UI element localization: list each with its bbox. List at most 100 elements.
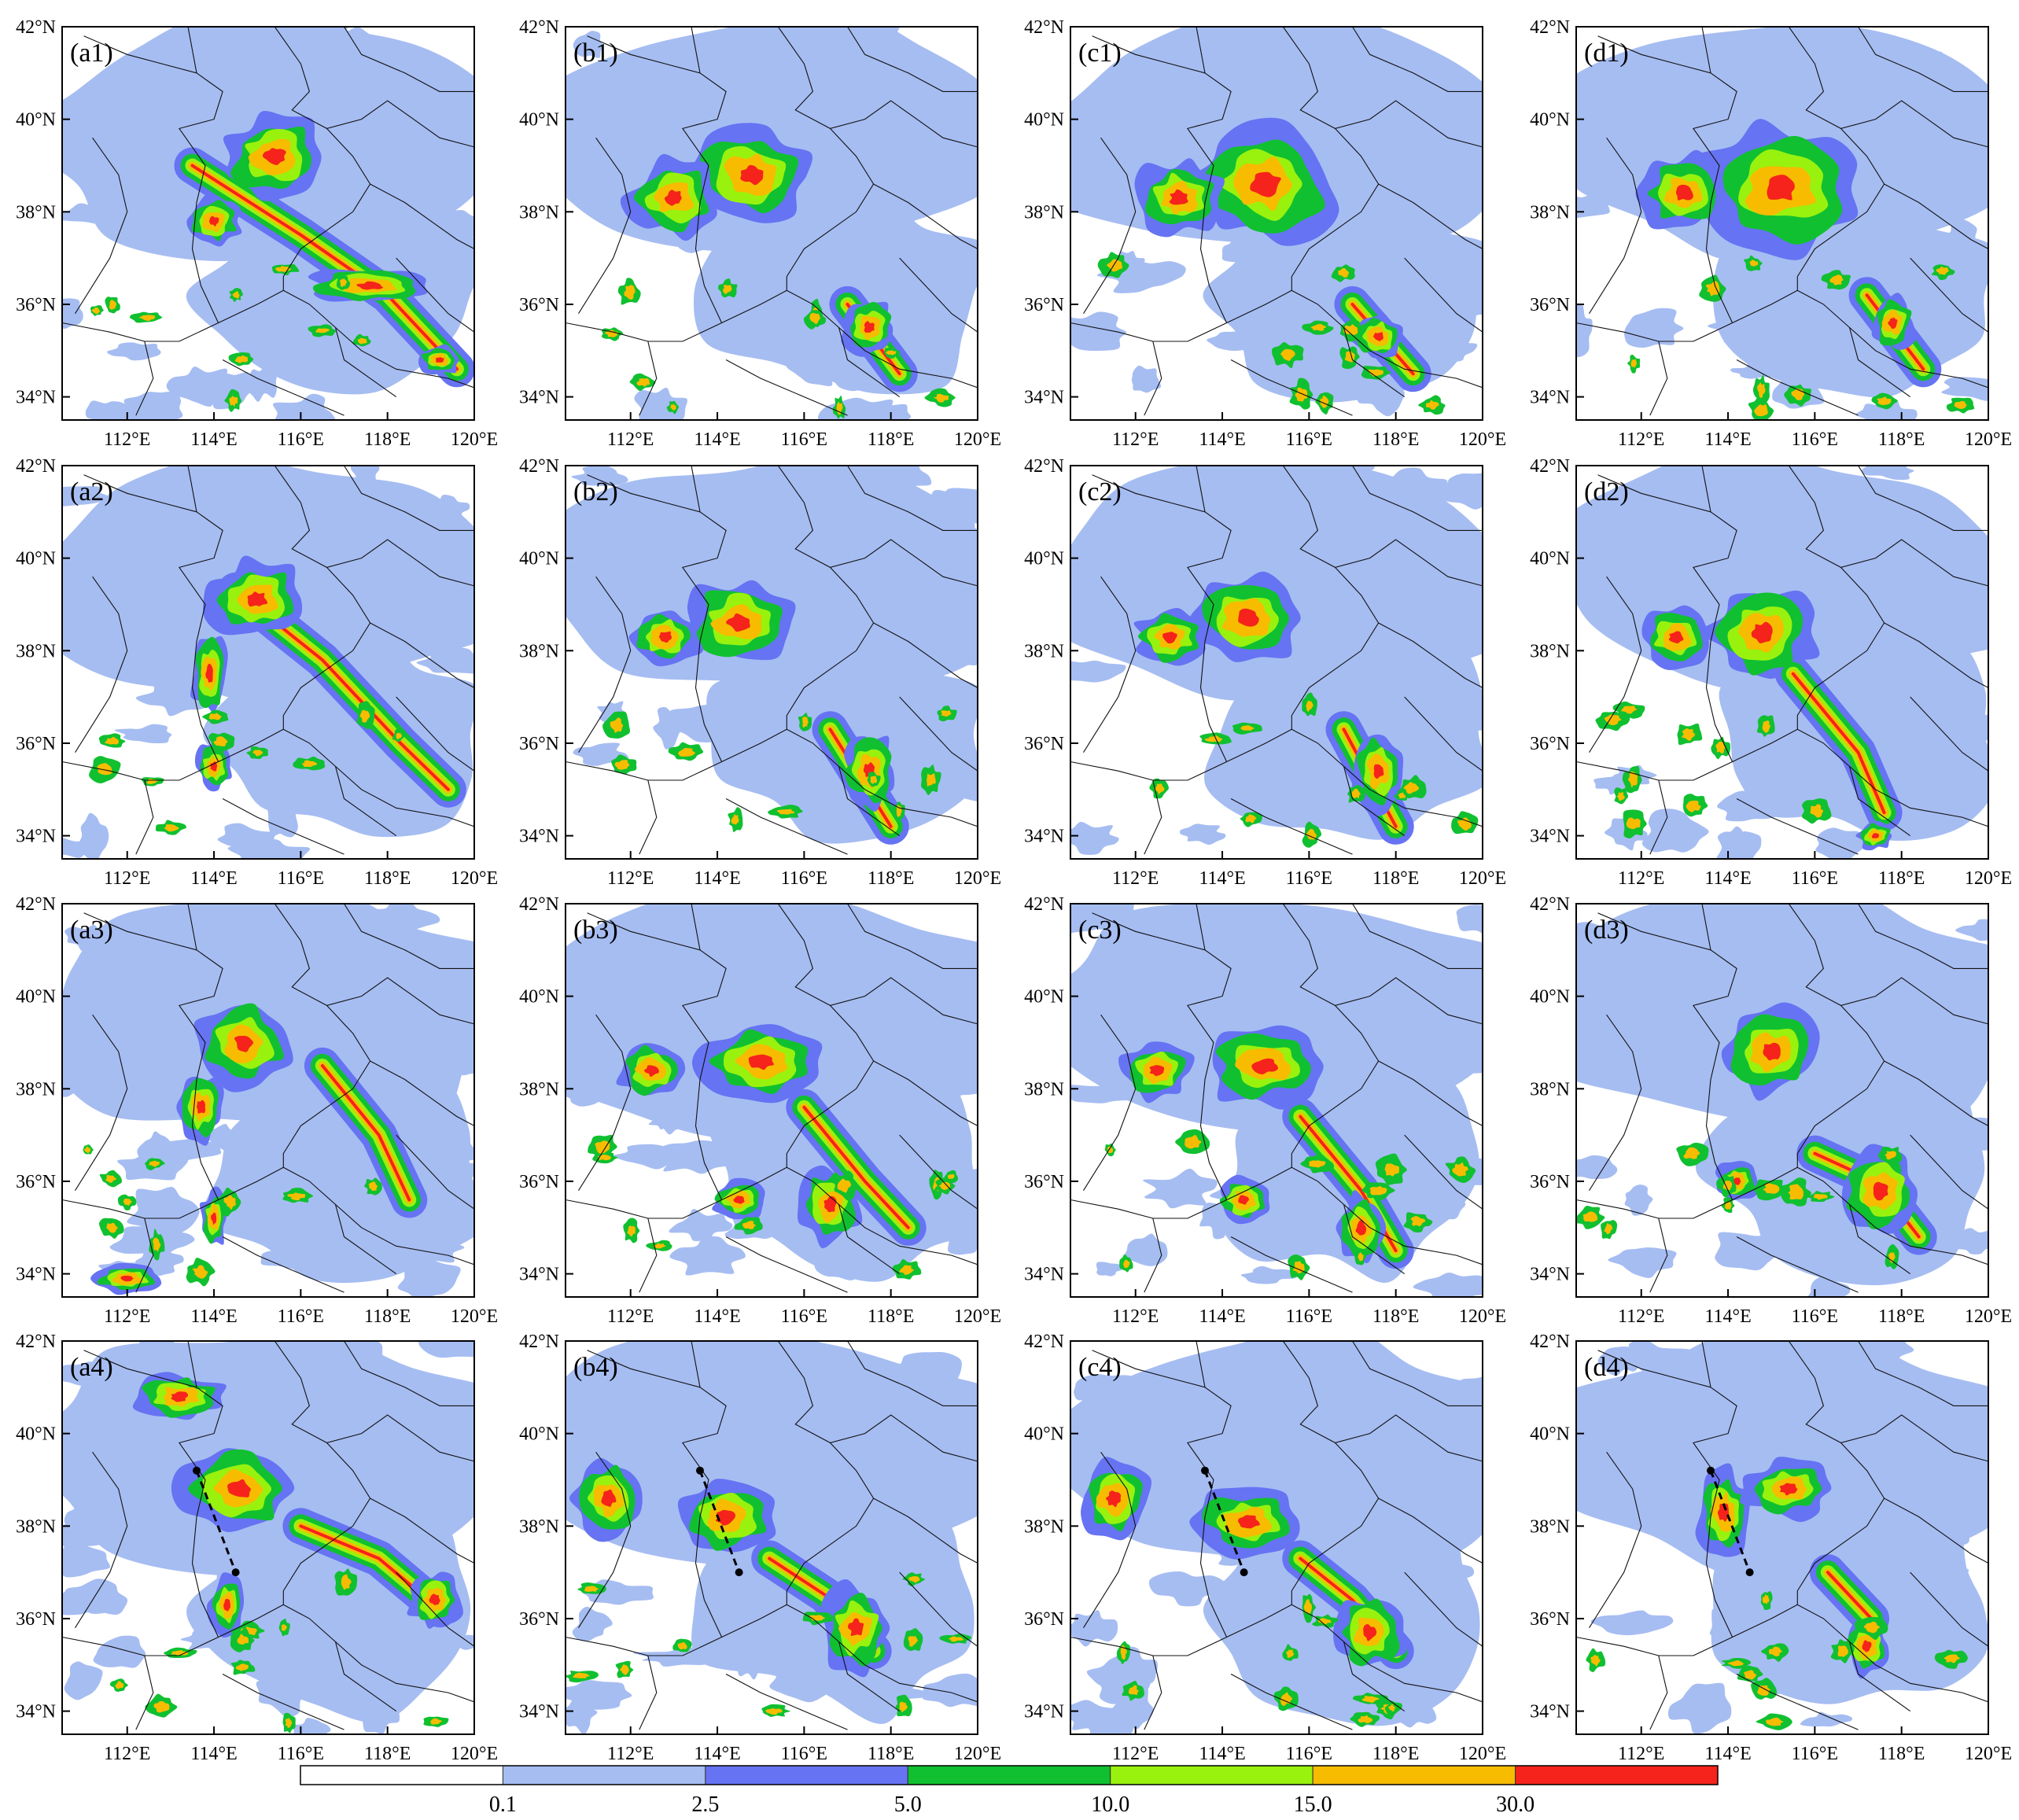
convective-cell-core	[340, 278, 347, 287]
lat-tick-label: 40°N	[1530, 110, 1570, 131]
convective-cell-core	[315, 328, 330, 333]
boundary-line	[222, 1236, 344, 1293]
convective-cell-core	[1338, 267, 1350, 278]
boundary-line	[578, 576, 632, 753]
boundary-line	[1144, 779, 1162, 855]
panel-frame	[565, 903, 978, 1298]
convective-cell-core	[573, 1672, 590, 1678]
lat-tick-label: 40°N	[1024, 1424, 1064, 1445]
boundary-line	[777, 904, 978, 1025]
boundary-line	[334, 1204, 397, 1275]
lon-tick-label: 120°E	[1965, 1306, 2012, 1327]
convective-cell-core	[1715, 741, 1726, 754]
boundary-line	[1692, 1341, 1737, 1638]
boundary-line	[1848, 327, 1911, 398]
precip-patch	[864, 44, 921, 64]
lat-tick-label: 34°N	[1530, 1702, 1570, 1722]
convective-cell-core	[430, 1718, 442, 1725]
precip-patch	[1576, 922, 1616, 956]
boundary-line	[639, 1655, 658, 1730]
precip-patch	[245, 363, 277, 402]
lon-tick-label: 116°E	[781, 1744, 827, 1764]
precip-core	[1238, 1515, 1260, 1529]
lon-tick-label: 112°E	[607, 1306, 654, 1327]
boundary-line	[135, 1218, 154, 1293]
precip-patch	[237, 467, 321, 496]
precip-core	[227, 1479, 251, 1498]
precip-patch	[1259, 551, 1295, 575]
precip-patch	[566, 511, 642, 543]
precip-patch	[85, 400, 132, 420]
boundary-line	[777, 27, 978, 148]
precip-patch	[1776, 1613, 1838, 1655]
panel-label: (d3)	[1584, 916, 1629, 945]
precip-patch	[1616, 113, 1703, 151]
convective-cell-core	[1369, 1186, 1387, 1196]
precipitation-field	[566, 1341, 978, 1734]
convective-cell-core	[870, 776, 878, 784]
boundary-line	[1282, 466, 1483, 587]
lat-tick-label: 38°N	[16, 641, 56, 661]
convective-cell-core	[213, 736, 228, 746]
lon-tick-label: 120°E	[954, 1306, 1001, 1327]
boundary-line	[135, 779, 154, 855]
boundary-line	[1144, 1655, 1162, 1730]
lat-tick-label: 36°N	[519, 1609, 559, 1630]
convective-cell-core	[1388, 1704, 1396, 1712]
boundary-line	[334, 327, 397, 398]
lon-tick-label: 112°E	[1618, 429, 1664, 450]
convective-cell-core	[941, 710, 952, 717]
precipitation-field	[62, 466, 474, 859]
panel-frame	[1575, 26, 1989, 421]
boundary-line	[1291, 567, 1380, 730]
precip-patch	[1576, 1155, 1618, 1180]
cross-section-line	[195, 1470, 238, 1573]
boundary-line	[1230, 359, 1353, 416]
map-panel: (b4) 112°E 114°E 116°E 118°E 120°E 34°N 36°N 38°…	[519, 1332, 1001, 1764]
precip-patch	[1086, 116, 1150, 153]
precipitation-field	[1070, 27, 1483, 417]
precip-patch	[435, 1031, 474, 1076]
convective-cell-core	[1943, 1654, 1960, 1663]
lon-tick-label: 114°E	[190, 1306, 237, 1327]
lat-tick-label: 34°N	[16, 1702, 56, 1722]
boundary-line	[282, 567, 371, 730]
panel-frame	[1575, 1340, 1989, 1735]
map-panel: (a4) 112°E 114°E 116°E 118°E 120°E 34°N 36°N 38°…	[16, 1332, 498, 1764]
precip-patch	[857, 492, 920, 525]
precip-patch	[1307, 605, 1353, 622]
precip-patch	[416, 647, 474, 674]
convective-cell-core	[1107, 259, 1123, 272]
lon-tick-label: 116°E	[781, 868, 827, 889]
precip-patch	[1070, 660, 1126, 683]
precip-patch	[1763, 1674, 1816, 1697]
convective-cell-core	[1204, 735, 1223, 742]
convective-cell-core	[1617, 792, 1625, 801]
boundary-line	[1352, 27, 1483, 92]
convective-cell-core	[636, 378, 650, 387]
precip-patch	[339, 122, 379, 153]
precip-patch	[1445, 747, 1483, 790]
lon-tick-label: 114°E	[1199, 868, 1245, 889]
convective-cell-core	[92, 307, 101, 315]
boundary-line	[1589, 1014, 1642, 1191]
boundary-line	[899, 1134, 978, 1210]
precipitation-field	[1576, 27, 1988, 420]
convective-cell-core	[742, 1221, 757, 1229]
precip-patch	[1070, 1085, 1136, 1103]
boundary-line	[587, 912, 701, 951]
lon-tick-label: 118°E	[1878, 1306, 1925, 1327]
convective-cell-core	[1155, 783, 1165, 794]
boundary-line	[838, 327, 901, 398]
boundary-line	[1282, 27, 1483, 148]
map-panel: (a3) 112°E 114°E 116°E 118°E 120°E 34°N 36°N 38°…	[16, 894, 498, 1327]
precip-patch	[1730, 363, 1790, 379]
lat-tick-label: 34°N	[1024, 1265, 1064, 1285]
boundary-line	[75, 1451, 128, 1628]
convective-cell-core	[1936, 266, 1949, 275]
boundary-line	[1796, 1005, 1885, 1168]
boundary-line	[282, 1005, 371, 1168]
province-boundaries	[1576, 904, 1988, 1293]
boundary-line	[1378, 622, 1483, 688]
precip-patch	[164, 966, 239, 1001]
